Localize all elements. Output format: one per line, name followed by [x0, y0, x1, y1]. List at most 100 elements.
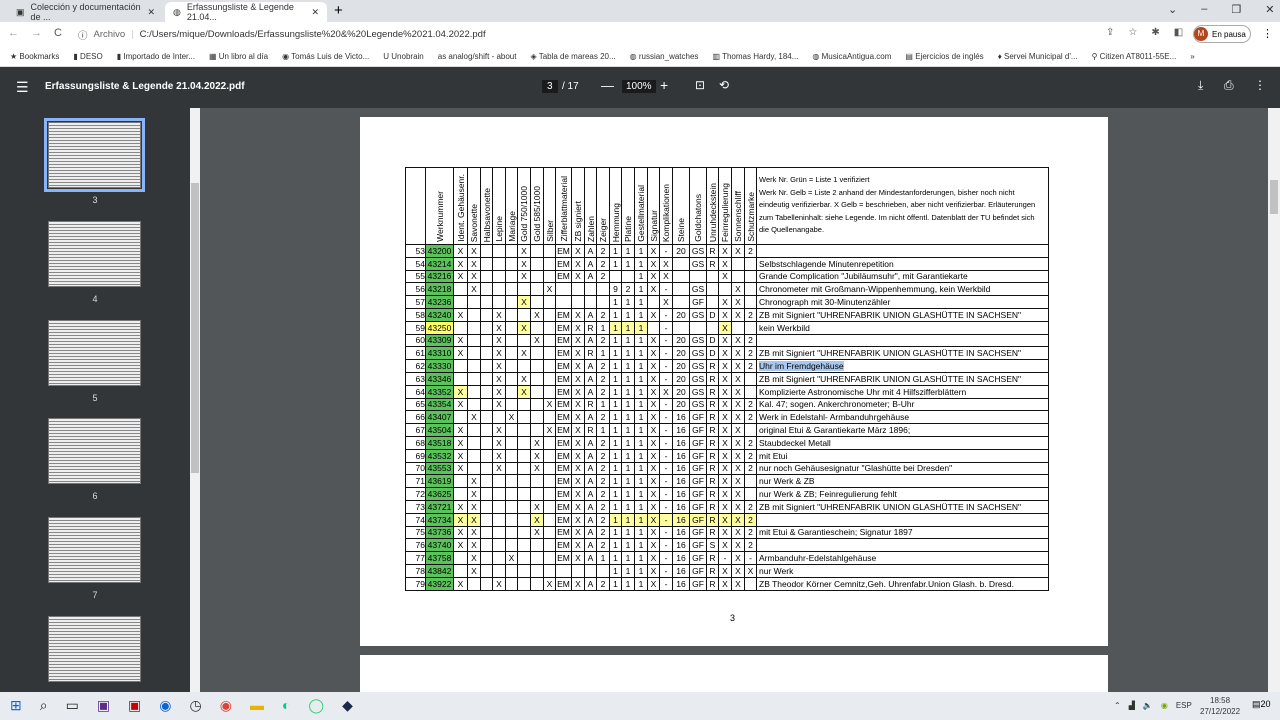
volume-icon[interactable]: 🔈	[1142, 701, 1153, 710]
data-cell: 1	[609, 563, 622, 578]
data-cell	[543, 538, 556, 553]
thumbnail-page-6[interactable]	[48, 418, 141, 484]
file-explorer-icon[interactable]: ▬	[249, 697, 264, 713]
restore-button[interactable]: ❐	[1231, 4, 1242, 16]
data-cell: X	[543, 282, 556, 297]
download-icon[interactable]: ⤓	[1198, 78, 1204, 92]
task-view-icon[interactable]: ▭	[65, 697, 79, 713]
data-cell: R	[706, 563, 719, 578]
data-cell-text: 2	[600, 463, 606, 474]
tab-erfassungsliste[interactable]: ◍ Erfassungsliste & Legende 21.04... ✕	[165, 2, 327, 22]
data-cell-text: 1	[613, 565, 618, 576]
bookmark-item[interactable]: ⚲ Citizen AT8011-55E...	[1091, 51, 1177, 61]
main-scrollbar[interactable]	[1268, 108, 1280, 692]
app-icon[interactable]: ◉	[159, 697, 172, 713]
data-cell: X	[647, 461, 660, 476]
bookmark-item[interactable]: as analog/shift - about	[437, 51, 517, 61]
network-icon[interactable]: ▟	[1128, 701, 1135, 710]
back-icon[interactable]: ←	[8, 27, 19, 39]
search-icon[interactable]: ⌕	[39, 697, 48, 713]
rotate-icon[interactable]: ⟲	[719, 78, 730, 92]
thumbnail-page-8[interactable]	[48, 616, 141, 682]
data-cell: X	[530, 448, 544, 463]
thumbnail-page-3[interactable]	[44, 118, 145, 192]
tab-coleccion[interactable]: ▣ Colección y documentación de ... ✕	[16, 2, 155, 22]
share-icon[interactable]: ⇪	[1106, 27, 1115, 38]
fit-page-icon[interactable]: ⊡	[695, 78, 706, 92]
data-cell-text: X	[457, 309, 464, 320]
clock-app-icon[interactable]: ◷	[189, 697, 202, 713]
more-bookmarks-icon[interactable]: »	[1190, 51, 1195, 61]
data-cell-text: 1	[613, 386, 618, 397]
star-icon[interactable]: ☆	[1128, 27, 1138, 38]
whatsapp-icon[interactable]: ◯	[308, 697, 325, 713]
menu-icon[interactable]: ⋮	[1262, 28, 1273, 40]
bookmark-item[interactable]: ▦ Un libro al día	[208, 51, 269, 61]
data-cell: EM	[555, 384, 572, 399]
profile-button[interactable]: M En pausa	[1193, 25, 1251, 43]
edge-icon[interactable]: ◐	[281, 697, 291, 713]
reload-icon[interactable]: C	[54, 27, 62, 39]
print-icon[interactable]: ⎙	[1224, 78, 1234, 92]
close-window-button[interactable]: ✕	[1265, 4, 1275, 16]
close-icon[interactable]: ✕	[147, 6, 155, 17]
data-cell	[492, 487, 506, 501]
bookmark-item[interactable]: ★ Bookmarks	[10, 51, 60, 61]
hamburger-menu-icon[interactable]: ☰	[16, 79, 29, 95]
data-cell	[530, 244, 544, 258]
tab-search-icon[interactable]: ⌄	[1168, 4, 1178, 16]
more-options-icon[interactable]: ⋮	[1254, 78, 1266, 92]
show-hidden-icons[interactable]: ⌃	[1114, 701, 1121, 710]
bookmark-item[interactable]: ◍ MusicaAntigua.com	[812, 51, 892, 61]
bookmark-item[interactable]: ◍ russian_watches	[629, 51, 699, 61]
row-number: 66	[405, 410, 426, 425]
werknummer-cell-text: 43922	[427, 578, 452, 589]
sidebar-scrollbar[interactable]	[190, 108, 200, 692]
thumbnail-page-5[interactable]	[48, 320, 141, 386]
data-cell: X	[467, 538, 481, 553]
close-icon[interactable]: ✕	[311, 6, 319, 17]
zoom-in-button[interactable]: +	[660, 77, 669, 93]
data-cell-text: X	[722, 578, 728, 589]
data-cell: X	[647, 423, 660, 437]
thumbnail-page-4[interactable]	[48, 221, 141, 287]
data-cell: 16	[672, 423, 690, 437]
zoom-input[interactable]: 100%	[622, 80, 656, 93]
bookmark-item[interactable]: ♦ Servei Municipal d'...	[997, 51, 1078, 61]
bookmark-item[interactable]: ▮ DESO	[73, 51, 103, 61]
chrome-icon[interactable]: ◉	[219, 697, 232, 713]
data-cell: R	[706, 512, 719, 527]
data-cell: 1	[609, 448, 622, 463]
app-icon[interactable]: ◆	[342, 697, 353, 713]
data-cell: X	[492, 435, 506, 450]
bookmark-item[interactable]: ▥ Thomas Hardy, 184...	[712, 51, 799, 61]
page-number-input[interactable]: 3	[542, 80, 558, 93]
data-cell: -	[744, 551, 757, 565]
app-icon[interactable]: ▣	[96, 697, 111, 713]
thumbnail-page-7[interactable]	[48, 517, 141, 583]
bookmark-item[interactable]: ◈ Tabla de mareas 20...	[530, 51, 616, 61]
app-icon[interactable]: ▣	[128, 697, 142, 713]
sync-icon[interactable]: ◉	[1160, 701, 1168, 710]
new-tab-button[interactable]: +	[334, 2, 343, 19]
clock[interactable]: 18:58 27/12/2022	[1200, 696, 1241, 716]
werknummer-cell-text: 43200	[427, 245, 452, 256]
data-cell	[480, 359, 493, 373]
language-indicator[interactable]: ESP	[1175, 701, 1192, 710]
data-cell: R	[706, 487, 719, 501]
bookmark-item[interactable]: ▤ Ejercicios de inglés	[905, 51, 984, 61]
data-cell-text: 1	[625, 309, 631, 320]
zoom-out-button[interactable]: —	[601, 78, 614, 93]
forward-icon[interactable]: →	[31, 27, 42, 39]
url-input[interactable]: ⓘ Archivo | C:/Users/mique/Downloads/Erfass…	[78, 29, 486, 42]
extensions-icon[interactable]: ✱	[1151, 27, 1160, 38]
sidepanel-icon[interactable]: ◧	[1173, 27, 1184, 38]
bookmark-item[interactable]: U Unobrain	[383, 51, 424, 61]
minimize-button[interactable]: –	[1201, 3, 1208, 15]
windows-start-icon[interactable]: ⊞	[10, 697, 22, 713]
data-cell-text: X	[650, 373, 657, 384]
notifications-icon[interactable]: ▤20	[1252, 699, 1271, 709]
bookmark-item[interactable]: ▮ Importado de Inter...	[116, 51, 195, 61]
bookmark-item[interactable]: ◉ Tomás Luis de Victo...	[282, 51, 370, 61]
data-cell-text: 2	[600, 476, 606, 487]
